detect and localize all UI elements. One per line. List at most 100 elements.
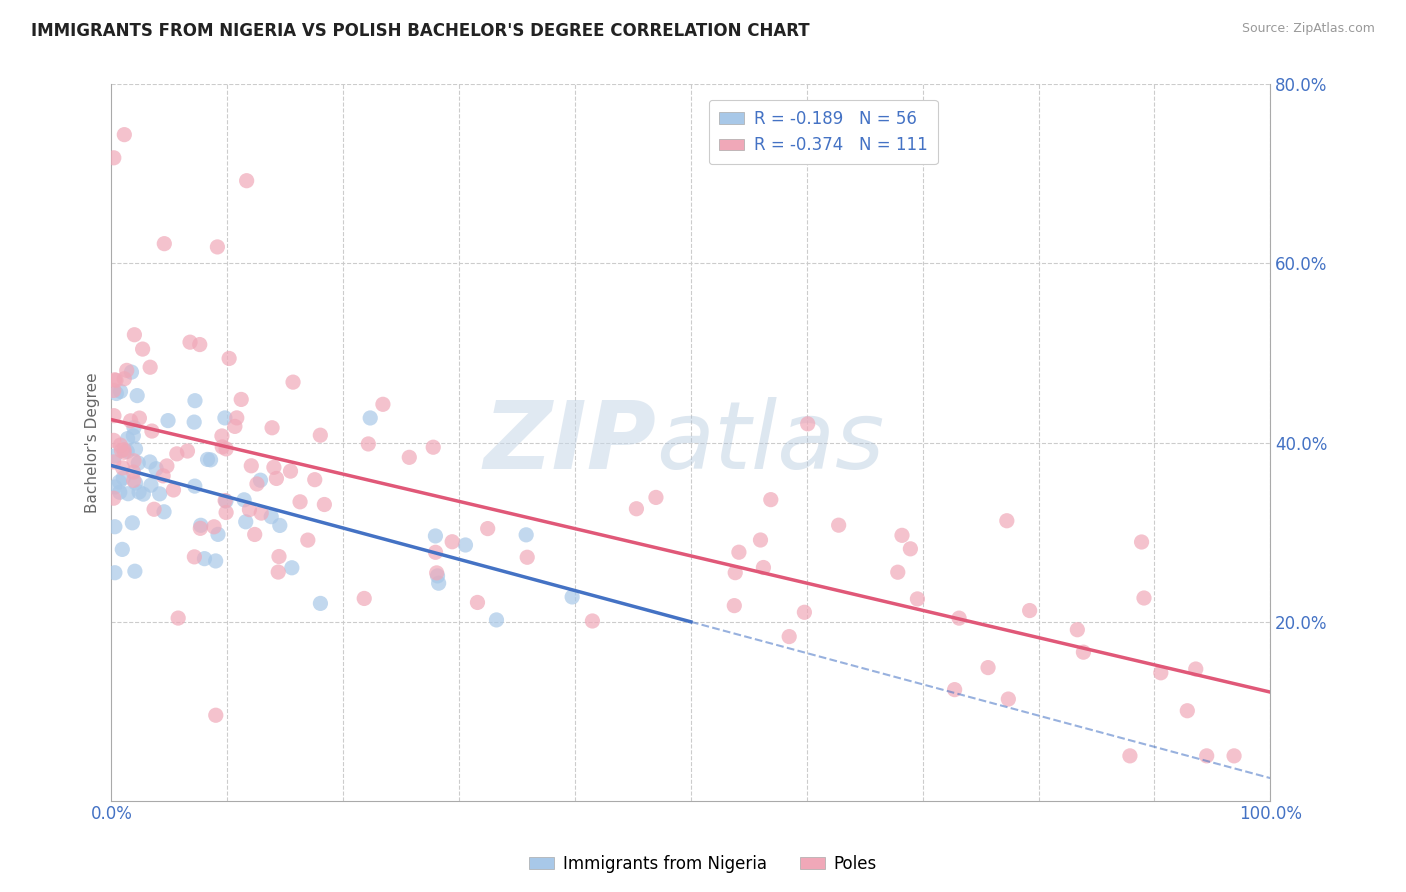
Point	[267, 549, 290, 564]
Point	[233, 492, 256, 507]
Point	[977, 660, 1000, 674]
Point	[103, 409, 125, 423]
Point	[110, 438, 132, 452]
Point	[115, 363, 138, 377]
Point	[156, 458, 179, 473]
Point	[124, 442, 146, 456]
Point	[103, 151, 125, 165]
Point	[190, 518, 212, 533]
Point	[176, 444, 198, 458]
Point	[304, 473, 326, 487]
Point	[1184, 662, 1206, 676]
Point	[426, 566, 449, 580]
Text: atlas: atlas	[657, 397, 884, 488]
Point	[103, 434, 125, 448]
Point	[422, 440, 444, 454]
Point	[104, 373, 127, 387]
Point	[309, 428, 332, 442]
Point	[235, 515, 257, 529]
Point	[110, 443, 132, 458]
Point	[1150, 665, 1173, 680]
Point	[139, 478, 162, 492]
Point	[943, 682, 966, 697]
Point	[179, 335, 201, 350]
Point	[218, 351, 240, 366]
Point	[141, 424, 163, 438]
Point	[262, 421, 284, 435]
Point	[108, 485, 131, 500]
Point	[246, 477, 269, 491]
Point	[204, 708, 226, 723]
Point	[183, 415, 205, 429]
Point	[152, 468, 174, 483]
Point	[215, 506, 238, 520]
Point	[122, 465, 145, 479]
Point	[112, 442, 135, 457]
Point	[371, 397, 394, 411]
Point	[1175, 704, 1198, 718]
Point	[425, 529, 447, 543]
Point	[214, 493, 236, 508]
Point	[995, 514, 1018, 528]
Point	[238, 502, 260, 516]
Point	[127, 389, 149, 403]
Point	[111, 461, 134, 475]
Y-axis label: Bachelor's Degree: Bachelor's Degree	[86, 372, 100, 513]
Point	[269, 518, 291, 533]
Point	[314, 498, 336, 512]
Point	[122, 454, 145, 468]
Point	[121, 516, 143, 530]
Point	[117, 432, 139, 446]
Point	[948, 611, 970, 625]
Point	[149, 487, 172, 501]
Point	[1066, 623, 1088, 637]
Point	[122, 420, 145, 434]
Point	[112, 128, 135, 142]
Point	[1130, 535, 1153, 549]
Point	[827, 518, 849, 533]
Point	[193, 551, 215, 566]
Point	[749, 533, 772, 547]
Point	[128, 411, 150, 425]
Point	[288, 495, 311, 509]
Point	[157, 414, 180, 428]
Point	[728, 545, 751, 559]
Point	[359, 411, 381, 425]
Point	[263, 460, 285, 475]
Point	[215, 494, 238, 508]
Point	[139, 455, 162, 469]
Point	[122, 474, 145, 488]
Point	[427, 576, 450, 591]
Point	[796, 417, 818, 431]
Point	[104, 520, 127, 534]
Point	[124, 476, 146, 491]
Point	[260, 509, 283, 524]
Point	[724, 566, 747, 580]
Text: ZIP: ZIP	[484, 397, 657, 489]
Point	[398, 450, 420, 465]
Point	[124, 564, 146, 578]
Point	[112, 372, 135, 386]
Point	[132, 487, 155, 501]
Point	[425, 545, 447, 559]
Point	[281, 561, 304, 575]
Point	[200, 453, 222, 467]
Point	[1119, 748, 1142, 763]
Point	[467, 595, 489, 609]
Point	[752, 560, 775, 574]
Point	[887, 565, 910, 579]
Point	[793, 605, 815, 619]
Point	[266, 471, 288, 485]
Point	[1195, 748, 1218, 763]
Point	[131, 342, 153, 356]
Point	[117, 486, 139, 500]
Point	[207, 240, 229, 254]
Point	[281, 375, 304, 389]
Point	[249, 473, 271, 487]
Point	[103, 384, 125, 398]
Point	[204, 554, 226, 568]
Point	[353, 591, 375, 606]
Legend: R = -0.189   N = 56, R = -0.374   N = 111: R = -0.189 N = 56, R = -0.374 N = 111	[709, 100, 938, 164]
Point	[215, 442, 238, 456]
Point	[202, 520, 225, 534]
